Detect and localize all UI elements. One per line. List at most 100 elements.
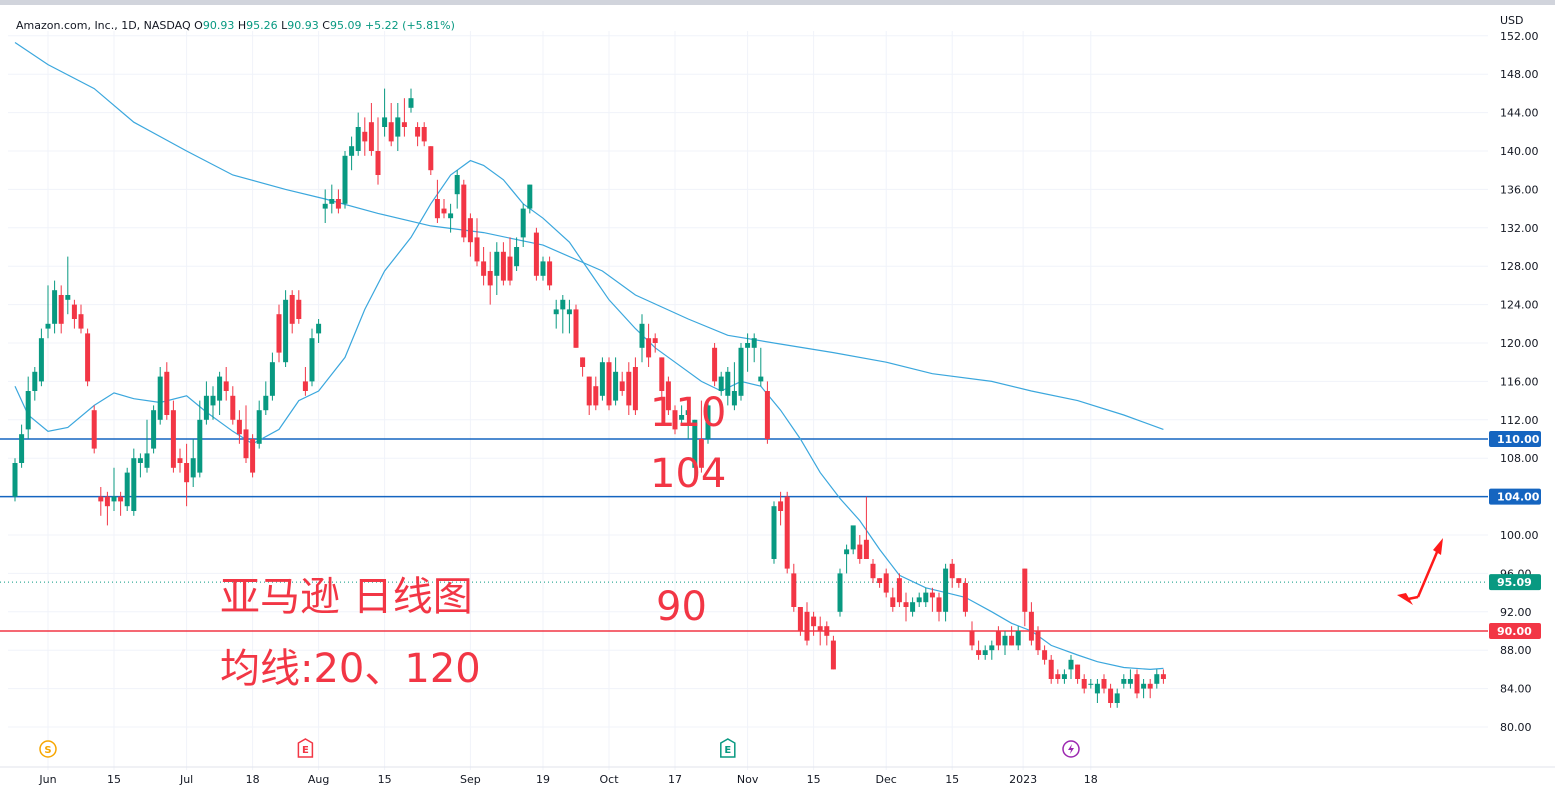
candle <box>368 103 374 156</box>
x-tick-label: 15 <box>378 773 392 786</box>
candle <box>712 343 718 387</box>
candle-body <box>104 496 110 507</box>
y-tick-label: 152.00 <box>1500 30 1539 43</box>
candle-body <box>276 314 282 353</box>
candle-body <box>1160 674 1166 679</box>
candle <box>454 170 460 209</box>
candle-body <box>632 367 638 411</box>
candle <box>771 501 777 564</box>
candle <box>197 400 203 478</box>
candle-body <box>481 261 487 276</box>
candle <box>1147 679 1153 699</box>
candle <box>421 122 427 147</box>
candle-body <box>250 439 256 473</box>
candle-body <box>296 299 302 319</box>
candle-body <box>375 151 381 175</box>
candle-body <box>1009 635 1015 646</box>
candle-body <box>164 371 170 415</box>
chart-area[interactable]: 110 104 90 亚马逊 日线图 均线:20、120 USD 80.00 84.… <box>0 5 1555 789</box>
candle <box>923 587 929 607</box>
candle <box>461 179 467 243</box>
candle-body <box>401 122 407 127</box>
candle <box>1127 669 1133 689</box>
candle <box>837 568 843 617</box>
candle-body <box>738 347 744 396</box>
candle-body <box>223 381 229 391</box>
candle-body <box>177 458 183 463</box>
x-tick-label: 17 <box>668 773 682 786</box>
price-badge: 95.09 <box>1489 574 1541 591</box>
candle-body <box>19 434 25 463</box>
candle-body <box>500 251 506 281</box>
candle-body <box>1035 631 1041 651</box>
candle <box>118 491 124 516</box>
candle-body <box>1108 688 1114 703</box>
candle <box>210 386 216 420</box>
candle <box>1101 674 1107 694</box>
candle-body <box>1028 611 1034 641</box>
event-marker[interactable]: S <box>39 740 57 758</box>
candle-body <box>415 127 421 137</box>
candle-body <box>599 362 605 396</box>
candle <box>725 367 731 406</box>
candle <box>1088 679 1094 689</box>
candle-body <box>38 338 44 382</box>
candle <box>85 328 91 387</box>
candle-body <box>923 592 929 603</box>
candle-body <box>408 98 414 108</box>
candle <box>811 611 817 636</box>
candle-body <box>731 391 737 406</box>
price-badge-label: 104.00 <box>1497 491 1540 504</box>
candle <box>982 645 988 660</box>
candle <box>613 357 619 406</box>
candle-body <box>817 626 823 631</box>
candle-body <box>573 309 579 348</box>
y-tick-label: 144.00 <box>1500 107 1539 120</box>
candle-body <box>949 563 955 579</box>
candle-body <box>421 127 427 142</box>
candle-body <box>824 626 830 636</box>
x-tick-label: 19 <box>536 773 550 786</box>
price-badge-label: 90.00 <box>1497 625 1532 638</box>
price-chart-svg[interactable]: 110 104 90 亚马逊 日线图 均线:20、120 USD 80.00 84.… <box>0 5 1555 789</box>
candle-body <box>547 261 553 286</box>
candle-body <box>553 309 559 315</box>
candle-body <box>441 208 447 214</box>
candle-body <box>302 381 308 391</box>
event-marker[interactable]: E <box>720 738 736 758</box>
event-marker[interactable]: E <box>297 738 314 758</box>
candle-body <box>698 439 704 468</box>
x-tick-label: 18 <box>246 773 260 786</box>
candle <box>190 439 196 487</box>
candle-body <box>494 251 500 276</box>
candle-body <box>1101 679 1107 689</box>
candle <box>619 371 625 396</box>
candle <box>223 367 229 401</box>
candle-body <box>969 631 975 646</box>
candle <box>217 371 223 415</box>
candle-body <box>804 611 810 641</box>
candle <box>12 458 18 502</box>
split-icon <box>39 740 57 758</box>
candle <box>243 405 249 463</box>
candle <box>705 400 711 444</box>
lightning-icon[interactable] <box>1062 740 1080 758</box>
candle-body <box>52 290 58 324</box>
candle-body <box>844 549 850 555</box>
candle <box>1028 602 1034 646</box>
candle-body <box>692 419 698 468</box>
up-arrow-icon <box>1397 538 1443 605</box>
candle <box>415 122 421 147</box>
x-tick-label: Aug <box>308 773 329 786</box>
candle-body <box>1068 659 1074 670</box>
candle-body <box>329 199 335 204</box>
candle-body <box>269 362 275 396</box>
candle <box>329 184 335 214</box>
candle-body <box>560 299 566 310</box>
candle <box>395 103 401 151</box>
candle <box>1160 669 1166 684</box>
candle-body <box>1061 674 1067 679</box>
candle <box>665 376 671 415</box>
candle <box>698 400 704 473</box>
